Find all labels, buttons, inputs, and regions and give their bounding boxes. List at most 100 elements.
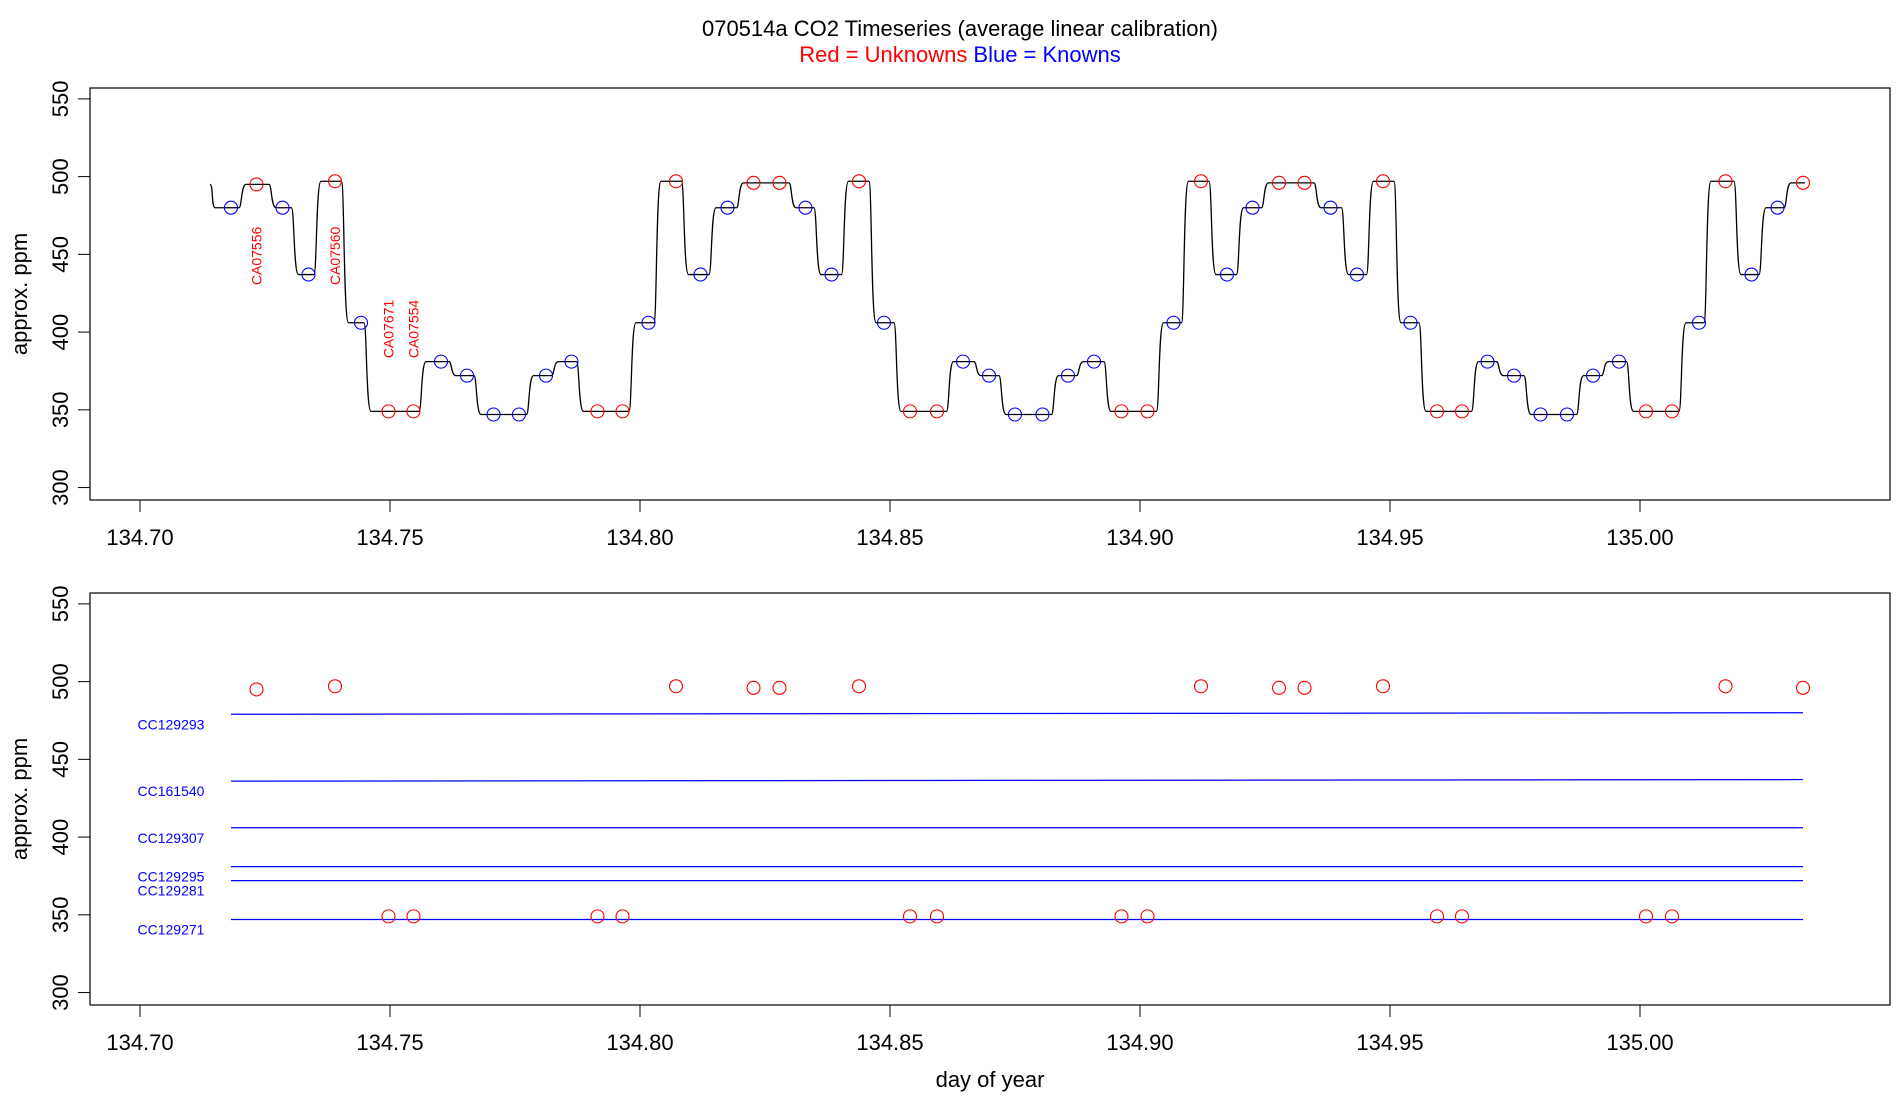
unknown-point bbox=[406, 404, 421, 419]
chart-title: 070514a CO2 Timeseries (average linear c… bbox=[702, 16, 1218, 41]
x-tick-label: 134.90 bbox=[1106, 525, 1173, 550]
plot-panel-2: 300 350 400 450 500 550 approx. ppm 134.70 134.7… bbox=[7, 586, 1891, 1092]
known-point bbox=[538, 368, 554, 383]
unknown-point bbox=[1114, 909, 1129, 924]
unknown-point bbox=[1638, 909, 1654, 924]
sample-annotation: CA07671 bbox=[381, 300, 397, 359]
known-point bbox=[223, 200, 239, 215]
y-tick-label: 450 bbox=[48, 741, 73, 778]
unknown-point bbox=[381, 404, 396, 419]
unknown-point bbox=[902, 909, 918, 924]
reference-label: CC161540 bbox=[138, 783, 205, 799]
y-axis-label: approx. ppm bbox=[7, 233, 32, 355]
y-tick-label: 350 bbox=[48, 391, 73, 428]
x-tick-label: 134.70 bbox=[106, 525, 173, 550]
known-point bbox=[1691, 315, 1707, 330]
legend-unknowns: Red = Unknowns bbox=[799, 42, 967, 67]
unknown-point bbox=[1375, 679, 1391, 694]
x-tick-label: 134.90 bbox=[1106, 1030, 1173, 1055]
known-point bbox=[1219, 267, 1235, 282]
known-point bbox=[1035, 407, 1050, 422]
unknown-point bbox=[1271, 680, 1287, 695]
x-tick-label: 134.85 bbox=[856, 525, 923, 550]
y-tick-label: 500 bbox=[48, 663, 73, 700]
known-point bbox=[1611, 354, 1627, 369]
plot-frame bbox=[89, 87, 1891, 501]
unknown-point bbox=[327, 679, 343, 694]
unknown-point bbox=[1664, 404, 1680, 419]
known-point bbox=[486, 407, 501, 422]
unknown-point bbox=[1114, 404, 1129, 419]
unknown-point bbox=[668, 174, 684, 189]
unknown-point bbox=[615, 909, 630, 924]
known-point bbox=[1349, 267, 1365, 282]
known-point bbox=[693, 267, 708, 282]
x-tick-label: 134.80 bbox=[606, 1030, 673, 1055]
known-point bbox=[1506, 368, 1522, 383]
known-point bbox=[720, 200, 735, 215]
x-tick-label: 134.95 bbox=[1356, 525, 1423, 550]
y-tick-label: 550 bbox=[48, 586, 73, 623]
unknown-point bbox=[381, 909, 396, 924]
unknown-point bbox=[1193, 679, 1209, 694]
unknown-point bbox=[929, 404, 945, 419]
known-point bbox=[1770, 200, 1785, 215]
unknown-point bbox=[1271, 175, 1287, 190]
known-point bbox=[301, 267, 316, 282]
x-tick-label: 134.85 bbox=[856, 1030, 923, 1055]
known-point bbox=[353, 315, 369, 330]
unknown-point bbox=[902, 404, 918, 419]
unknown-point bbox=[1297, 175, 1312, 190]
reference-line-CC161540 bbox=[230, 778, 1804, 782]
x-tick-label: 134.75 bbox=[356, 1030, 423, 1055]
y-tick-label: 550 bbox=[48, 81, 73, 118]
x-tick-label: 134.80 bbox=[606, 525, 673, 550]
known-point bbox=[641, 315, 656, 330]
sample-annotation: CA07554 bbox=[406, 300, 422, 359]
unknown-point bbox=[1718, 679, 1733, 694]
unknown-point bbox=[772, 175, 787, 190]
reference-line-CC129293 bbox=[230, 712, 1804, 715]
unknown-point bbox=[1140, 404, 1155, 419]
x-axis-label: day of year bbox=[936, 1067, 1045, 1092]
unknown-point bbox=[1429, 909, 1445, 924]
unknown-point bbox=[1454, 909, 1470, 924]
known-point bbox=[511, 407, 527, 422]
x-tick-label: 135.00 bbox=[1606, 1030, 1673, 1055]
x-tick-label: 134.70 bbox=[106, 1030, 173, 1055]
plot-panel-1: 300 350 400 450 500 550 approx. ppm 134.70 134.7… bbox=[7, 81, 1891, 550]
y-tick-label: 400 bbox=[48, 314, 73, 351]
y-axis-label: approx. ppm bbox=[7, 738, 32, 860]
unknown-point bbox=[1140, 909, 1155, 924]
known-point bbox=[876, 315, 892, 330]
unknown-point bbox=[1375, 174, 1391, 189]
known-point bbox=[1585, 368, 1601, 383]
unknown-point bbox=[1718, 174, 1733, 189]
known-point bbox=[981, 368, 997, 383]
reference-label: CC129295 bbox=[138, 869, 205, 885]
y-tick-label: 300 bbox=[48, 974, 73, 1011]
known-point bbox=[1403, 315, 1418, 330]
unknown-point bbox=[1795, 175, 1811, 190]
unknown-point bbox=[1795, 680, 1811, 695]
known-point bbox=[824, 267, 839, 282]
sample-annotation: CA07560 bbox=[327, 227, 343, 286]
x-tick-label: 134.95 bbox=[1356, 1030, 1423, 1055]
legend-knowns: Blue = Knowns bbox=[973, 42, 1120, 67]
known-point bbox=[1086, 354, 1102, 369]
unknown-point bbox=[590, 404, 605, 419]
known-point bbox=[1060, 368, 1076, 383]
unknown-point bbox=[327, 174, 343, 189]
unknown-point bbox=[1297, 680, 1312, 695]
known-point bbox=[459, 368, 475, 383]
y-tick-label: 500 bbox=[48, 158, 73, 195]
unknown-point bbox=[772, 680, 787, 695]
y-tick-label: 350 bbox=[48, 896, 73, 933]
known-point bbox=[564, 354, 579, 369]
x-tick-label: 135.00 bbox=[1606, 525, 1673, 550]
unknown-point bbox=[1454, 404, 1470, 419]
known-point bbox=[1007, 407, 1023, 422]
sample-annotation: CA07556 bbox=[249, 227, 265, 286]
